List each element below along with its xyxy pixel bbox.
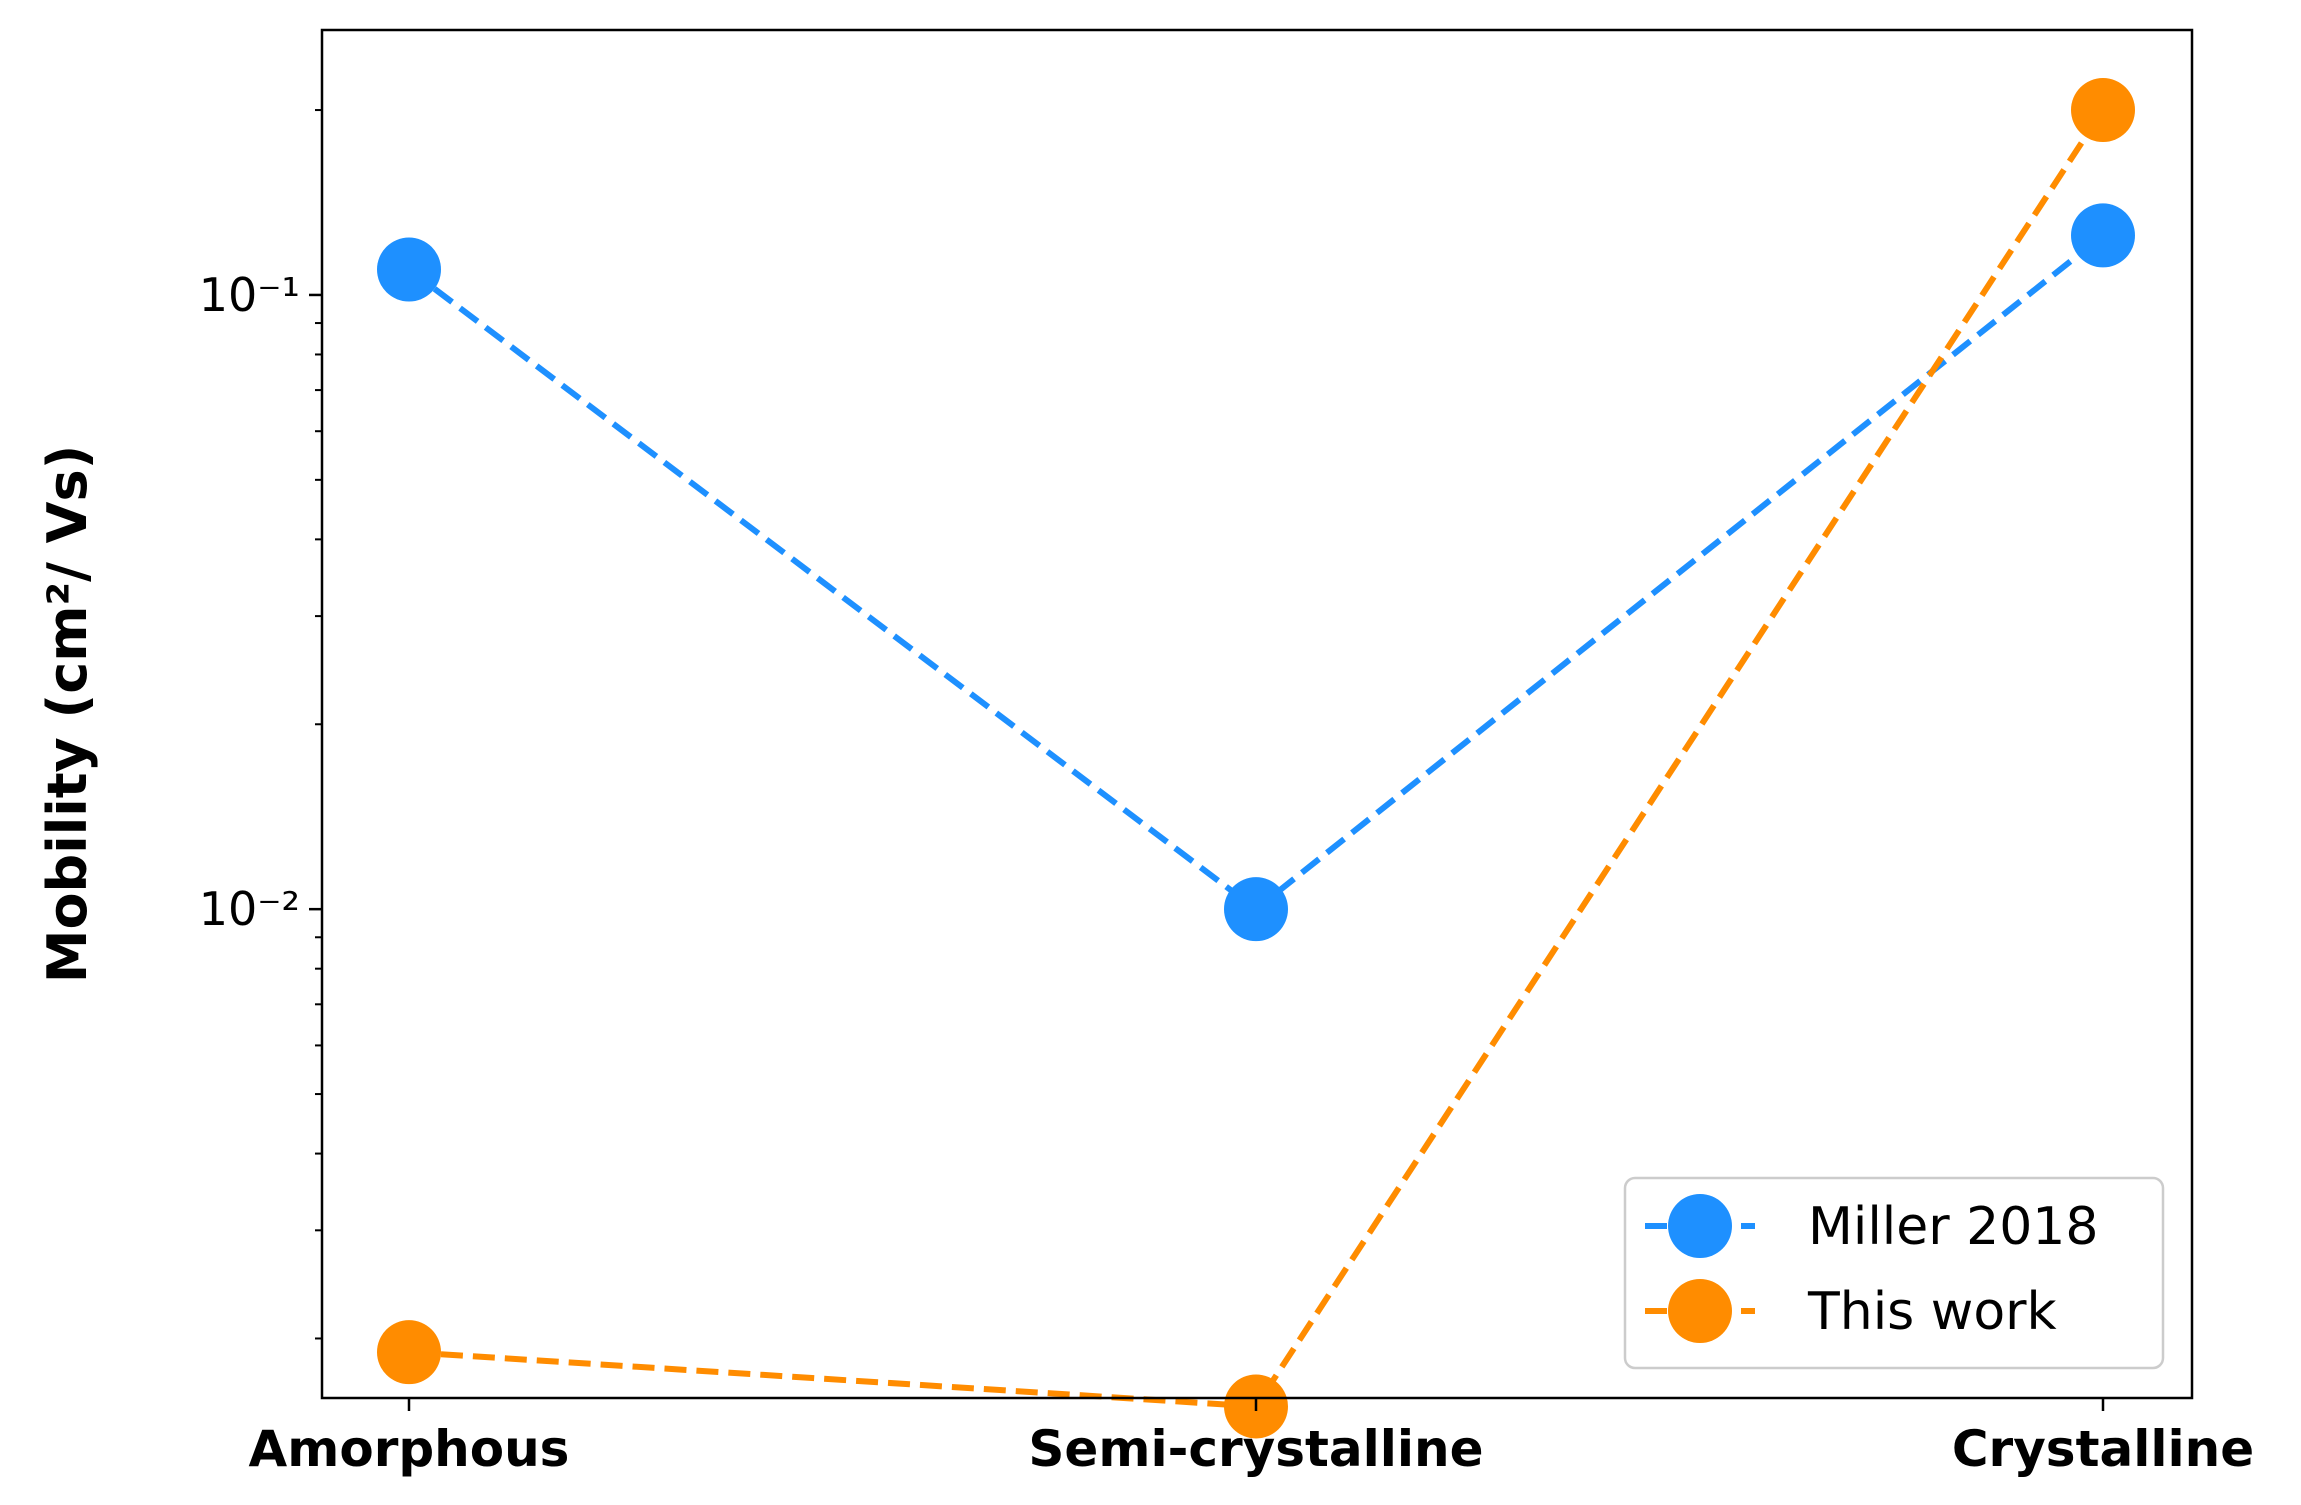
- legend-label: This work: [1807, 1282, 2057, 1342]
- y-tick-label: 10⁻¹: [199, 268, 300, 322]
- y-axis-ticks: 10⁻¹ 10⁻²: [199, 109, 322, 1340]
- data-point: [2071, 78, 2135, 143]
- legend: Miller 2018 This work: [1623, 1176, 2165, 1370]
- x-axis-ticks: Amorphous Semi-crystalline Crystalline: [249, 1398, 2254, 1478]
- x-tick-label: Semi-crystalline: [1028, 1420, 1483, 1478]
- y-axis-label: Mobility (cm²/ Vs): [36, 445, 99, 984]
- legend-box: [1623, 1176, 2165, 1370]
- series-markers: [377, 78, 2135, 1439]
- data-point: [377, 1320, 441, 1385]
- legend-marker: [1668, 1279, 1732, 1343]
- legend-label: Miller 2018: [1808, 1197, 2098, 1257]
- legend-items: Miller 2018 This work: [1645, 1194, 2098, 1343]
- legend-marker: [1668, 1194, 1732, 1258]
- x-tick-label: Crystalline: [1952, 1420, 2254, 1478]
- data-point: [1224, 877, 1288, 942]
- data-point: [377, 237, 441, 302]
- data-point: [2071, 203, 2135, 268]
- y-tick-label: 10⁻²: [199, 882, 300, 936]
- x-tick-label: Amorphous: [249, 1420, 570, 1478]
